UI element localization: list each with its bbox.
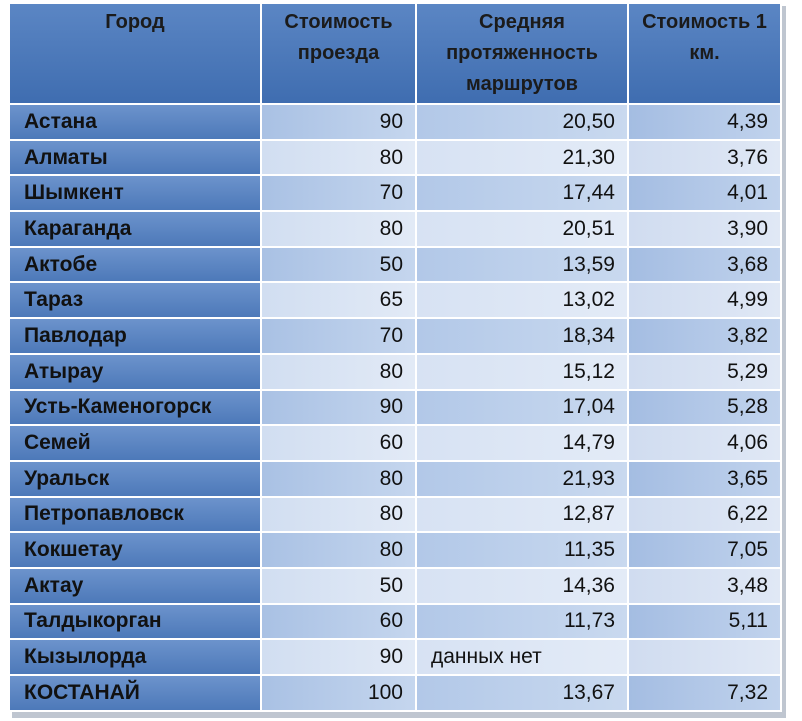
per-km-cell: 7,32 <box>627 674 782 712</box>
city-cell: Тараз <box>8 281 262 320</box>
city-cell: Талдыкорган <box>8 602 262 641</box>
city-cell: Кызылорда <box>8 638 262 676</box>
fare-cell: 80 <box>260 459 417 498</box>
table-row: Павлодар 70 18,34 3,82 <box>8 317 782 355</box>
length-cell: 17,04 <box>415 388 629 427</box>
per-km-cell: 5,28 <box>627 388 782 427</box>
length-cell: 12,87 <box>415 495 629 534</box>
no-data-cell: данных нет <box>415 638 629 676</box>
fare-cell: 80 <box>260 531 417 569</box>
length-cell: 13,67 <box>415 674 629 712</box>
fare-cell: 90 <box>260 103 417 141</box>
city-cell: Павлодар <box>8 317 262 355</box>
header-length: Средняя протяженность маршрутов <box>415 2 629 105</box>
table-row: Караганда 80 20,51 3,90 <box>8 210 782 248</box>
table-row: Кокшетау 80 11,35 7,05 <box>8 531 782 569</box>
header-per-km: Стоимость 1 км. <box>627 2 782 105</box>
per-km-cell: 3,65 <box>627 459 782 498</box>
fare-cell: 70 <box>260 317 417 355</box>
fare-cell: 90 <box>260 638 417 676</box>
fare-cell: 100 <box>260 674 417 712</box>
per-km-cell: 6,22 <box>627 495 782 534</box>
fare-cell: 70 <box>260 174 417 213</box>
city-cell: Алматы <box>8 138 262 177</box>
length-cell: 15,12 <box>415 352 629 391</box>
per-km-cell: 3,82 <box>627 317 782 355</box>
per-km-cell: 7,05 <box>627 531 782 569</box>
city-cell: КОСТАНАЙ <box>8 674 262 712</box>
per-km-cell: 3,76 <box>627 138 782 177</box>
city-cell: Актау <box>8 566 262 605</box>
length-cell: 13,59 <box>415 245 629 284</box>
length-cell: 14,36 <box>415 566 629 605</box>
length-cell: 11,35 <box>415 531 629 569</box>
header-fare: Стоимость проезда <box>260 2 417 105</box>
length-cell: 14,79 <box>415 424 629 462</box>
per-km-cell: 4,99 <box>627 281 782 320</box>
table-row: Уральск 80 21,93 3,65 <box>8 459 782 498</box>
header-row: Город Стоимость проезда Средняя протяжен… <box>8 2 782 105</box>
length-cell: 11,73 <box>415 602 629 641</box>
fare-table: Город Стоимость проезда Средняя протяжен… <box>8 2 782 712</box>
length-cell: 18,34 <box>415 317 629 355</box>
length-cell: 17,44 <box>415 174 629 213</box>
table-row: Актобе 50 13,59 3,68 <box>8 245 782 284</box>
per-km-cell <box>627 638 782 676</box>
fare-cell: 50 <box>260 245 417 284</box>
per-km-cell: 3,68 <box>627 245 782 284</box>
table-row: Усть-Каменогорск 90 17,04 5,28 <box>8 388 782 427</box>
fare-cell: 60 <box>260 424 417 462</box>
table-row: Семей 60 14,79 4,06 <box>8 424 782 462</box>
city-cell: Астана <box>8 103 262 141</box>
table-row: Тараз 65 13,02 4,99 <box>8 281 782 320</box>
table-row: Кызылорда 90 данных нет <box>8 638 782 676</box>
length-cell: 21,30 <box>415 138 629 177</box>
length-cell: 21,93 <box>415 459 629 498</box>
fare-cell: 65 <box>260 281 417 320</box>
city-cell: Уральск <box>8 459 262 498</box>
per-km-cell: 3,90 <box>627 210 782 248</box>
fare-cell: 90 <box>260 388 417 427</box>
table-row: Шымкент 70 17,44 4,01 <box>8 174 782 213</box>
table-body: Астана 90 20,50 4,39 Алматы 80 21,30 3,76 Шымкен… <box>8 103 782 712</box>
table-row: Алматы 80 21,30 3,76 <box>8 138 782 177</box>
city-cell: Петропавловск <box>8 495 262 534</box>
city-cell: Кокшетау <box>8 531 262 569</box>
fare-cell: 50 <box>260 566 417 605</box>
city-cell: Атырау <box>8 352 262 391</box>
per-km-cell: 5,29 <box>627 352 782 391</box>
per-km-cell: 3,48 <box>627 566 782 605</box>
per-km-cell: 5,11 <box>627 602 782 641</box>
table-row: Талдыкорган 60 11,73 5,11 <box>8 602 782 641</box>
fare-cell: 80 <box>260 210 417 248</box>
table-row: Петропавловск 80 12,87 6,22 <box>8 495 782 534</box>
city-cell: Усть-Каменогорск <box>8 388 262 427</box>
city-cell: Актобе <box>8 245 262 284</box>
per-km-cell: 4,01 <box>627 174 782 213</box>
city-cell: Семей <box>8 424 262 462</box>
table-row: Актау 50 14,36 3,48 <box>8 566 782 605</box>
table-row: Атырау 80 15,12 5,29 <box>8 352 782 391</box>
fare-cell: 60 <box>260 602 417 641</box>
per-km-cell: 4,06 <box>627 424 782 462</box>
length-cell: 20,51 <box>415 210 629 248</box>
length-cell: 20,50 <box>415 103 629 141</box>
fare-cell: 80 <box>260 495 417 534</box>
city-cell: Караганда <box>8 210 262 248</box>
length-cell: 13,02 <box>415 281 629 320</box>
table-row: Астана 90 20,50 4,39 <box>8 103 782 141</box>
fare-cell: 80 <box>260 138 417 177</box>
city-cell: Шымкент <box>8 174 262 213</box>
header-city: Город <box>8 2 262 105</box>
table-row: КОСТАНАЙ 100 13,67 7,32 <box>8 674 782 712</box>
per-km-cell: 4,39 <box>627 103 782 141</box>
fare-cell: 80 <box>260 352 417 391</box>
